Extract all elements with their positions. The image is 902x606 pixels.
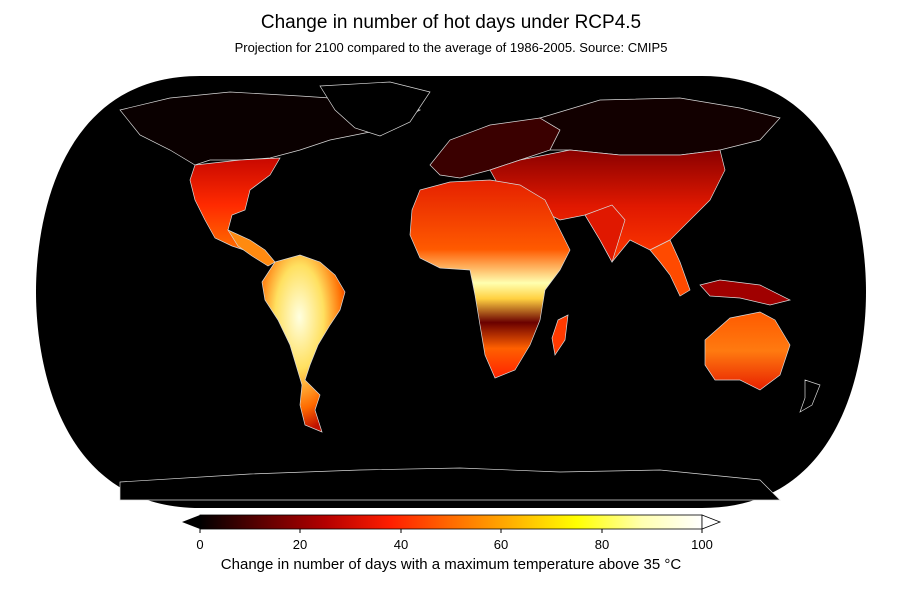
central-america bbox=[227, 229, 276, 267]
colorbar-high-extend bbox=[701, 514, 722, 530]
map-subtitle: Projection for 2100 compared to the aver… bbox=[234, 40, 668, 55]
colorbar-gradient bbox=[199, 514, 703, 530]
colorbar-tick-marks bbox=[199, 529, 703, 533]
australia bbox=[704, 311, 791, 391]
colorbar-tick-60: 60 bbox=[493, 537, 509, 552]
greenland bbox=[319, 81, 431, 137]
colorbar-low-extend bbox=[182, 515, 200, 529]
land-masses bbox=[119, 81, 821, 501]
africa bbox=[409, 179, 571, 379]
new-guinea bbox=[699, 279, 792, 306]
map-title: Change in number of hot days under RCP4.… bbox=[260, 12, 642, 33]
south-america bbox=[261, 254, 346, 433]
colorbar bbox=[182, 514, 722, 533]
colorbar-tick-20: 20 bbox=[292, 537, 308, 552]
colorbar-label: Change in number of days with a maximum … bbox=[220, 556, 682, 573]
colorbar-tick-100: 100 bbox=[691, 537, 713, 552]
new-zealand bbox=[799, 379, 821, 413]
antarctica bbox=[119, 467, 781, 501]
india bbox=[584, 204, 626, 263]
colorbar-tick-0: 0 bbox=[196, 537, 204, 552]
colorbar-tick-40: 40 bbox=[393, 537, 409, 552]
southeast-asia bbox=[649, 239, 691, 297]
madagascar bbox=[551, 314, 569, 356]
colorbar-tick-80: 80 bbox=[594, 537, 610, 552]
